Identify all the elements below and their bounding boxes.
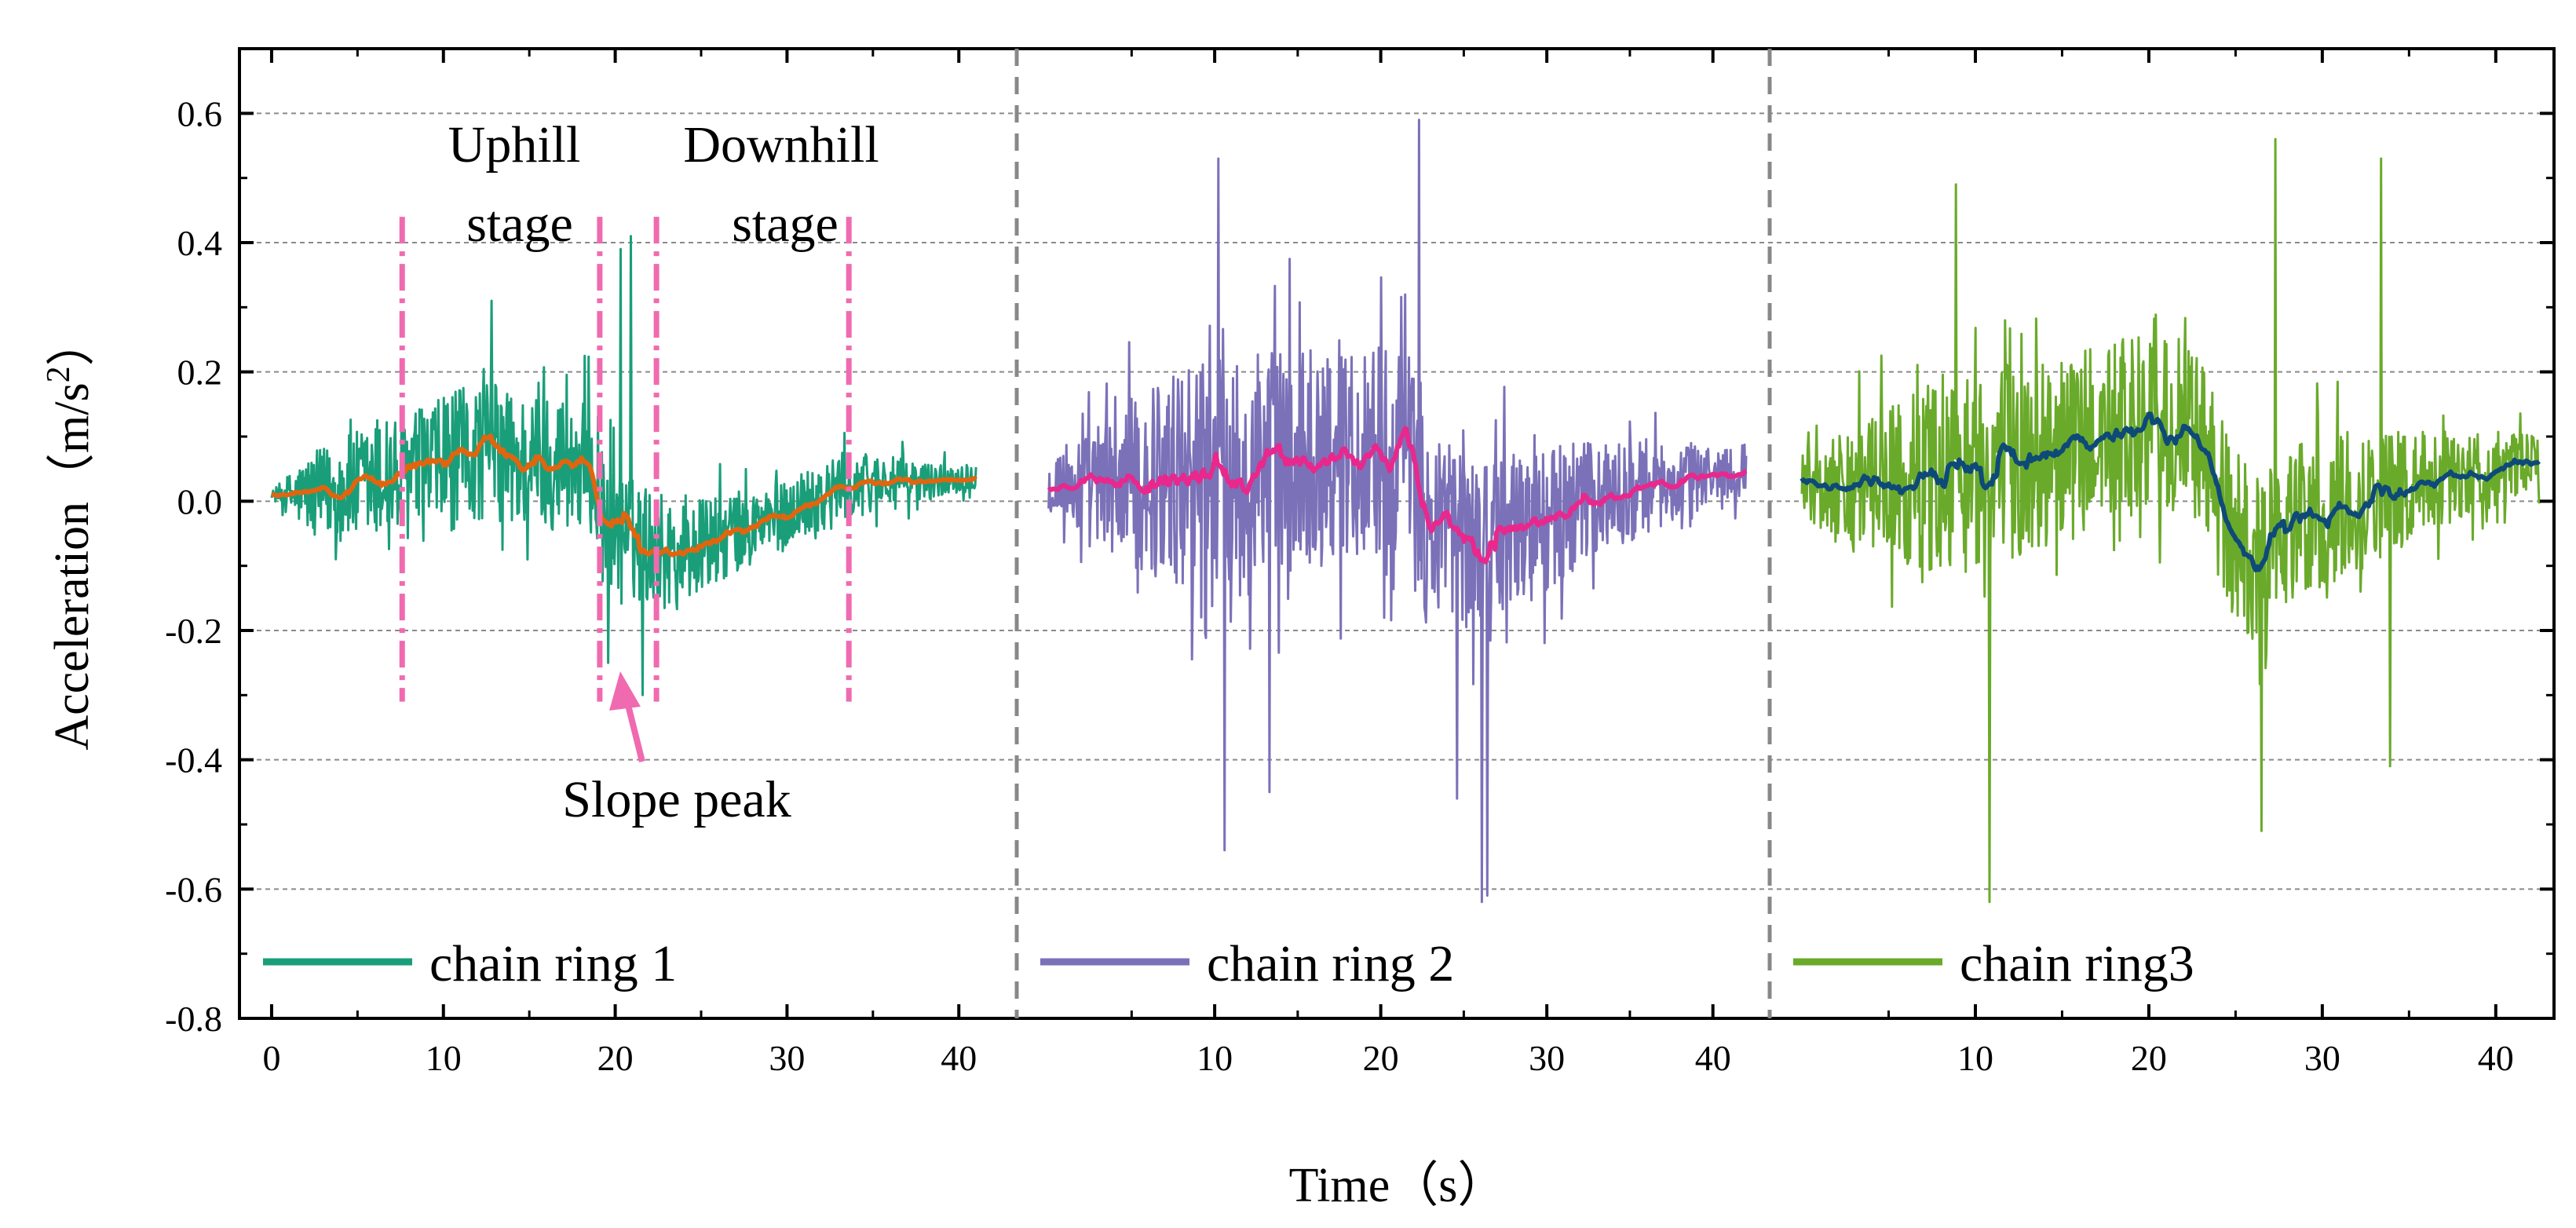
downhill-stage-label: stage (732, 196, 839, 253)
slope-peak-arrow-shaft (623, 698, 645, 762)
y-tick-label: -0.6 (165, 869, 222, 909)
y-axis-title: Acceleration（m/s2） (41, 317, 99, 750)
x-tick-label: 40 (1695, 1038, 1731, 1078)
x-axis-ticks: 0 10 20 30 40 10 20 30 40 10 20 30 40 (262, 49, 2514, 1078)
raw-signal-line (270, 235, 977, 696)
x-tick-label: 10 (1957, 1038, 1993, 1078)
x-tick-label: 30 (1529, 1038, 1565, 1078)
x-tick-label: 20 (1363, 1038, 1399, 1078)
smoothed-signal-line (1800, 411, 2541, 572)
panel-dividers (1014, 49, 1772, 1018)
y-tick-label: 0.0 (177, 481, 223, 521)
series-layer (270, 119, 2541, 904)
x-tick-label: 10 (426, 1038, 462, 1078)
raw-signal-line (1047, 119, 1748, 904)
x-tick-label: 40 (2478, 1038, 2514, 1078)
x-tick-label: 30 (769, 1038, 805, 1078)
slope-peak-label: Slope peak (562, 771, 791, 828)
x-tick-label: 0 (262, 1038, 280, 1078)
y-tick-label: 0.2 (177, 353, 223, 393)
downhill-label: Downhill (683, 116, 879, 174)
y-axis-ticks: 0.6 0.4 0.2 0.0 -0.2 -0.4 -0.6 -0.8 (165, 93, 2554, 1039)
y-tick-label: -0.8 (165, 999, 222, 1039)
x-tick-label: 30 (2304, 1038, 2340, 1078)
x-tick-label: 40 (941, 1038, 977, 1078)
raw-signal-line (1800, 137, 2541, 904)
legend-label: chain ring 1 (429, 935, 677, 992)
y-tick-label: -0.4 (165, 740, 222, 780)
x-tick-label: 20 (597, 1038, 634, 1078)
x-tick-label: 20 (2131, 1038, 2167, 1078)
y-tick-label: 0.6 (177, 93, 223, 133)
slope-peak-arrow-head (609, 671, 641, 711)
smoothed-signal-line (1047, 426, 1748, 565)
smoothed-signal-line (270, 433, 978, 557)
stage-annotations (399, 217, 852, 702)
legend-label: chain ring 2 (1207, 935, 1454, 992)
uphill-stage-label: stage (466, 196, 573, 253)
x-axis-title: Time（s） (1289, 1159, 1507, 1212)
y-tick-label: -0.2 (165, 611, 222, 651)
uphill-label: Uphill (448, 116, 581, 174)
x-tick-label: 10 (1197, 1038, 1233, 1078)
legend-label: chain ring3 (1960, 935, 2194, 992)
y-tick-label: 0.4 (177, 223, 223, 263)
legends: chain ring 1 chain ring 2 chain ring3 (263, 935, 2194, 992)
